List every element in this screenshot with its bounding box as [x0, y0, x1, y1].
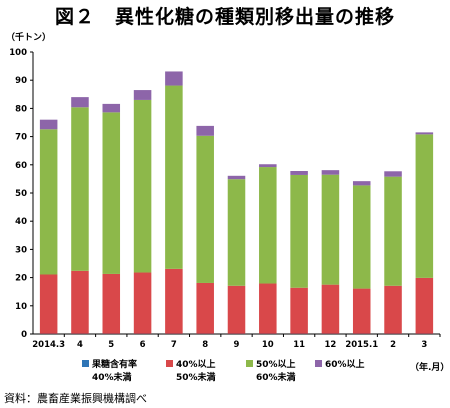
bar-segment-3 [384, 176, 402, 286]
y-tick-label: 10 [15, 302, 27, 312]
x-tick-label: 6 [140, 340, 146, 350]
bar-segment-4 [196, 125, 214, 136]
x-tick-label: 9 [234, 340, 240, 350]
bar-segment-3 [415, 134, 434, 278]
legend-item-over-60: 60%以上 [315, 359, 365, 372]
x-tick-label: 10 [262, 340, 274, 350]
bar-segment-3 [102, 112, 121, 274]
page-title: 図２ 異性化糖の種類別移出量の推移 [54, 6, 395, 28]
bar-segment-2 [71, 270, 89, 334]
legend-item-40-50: 40%以上 50%未満 [166, 359, 216, 385]
bar-segment-4 [165, 71, 183, 86]
x-tick-label: 2015.1 [345, 340, 378, 350]
legend-label-50-60-line2: 60%未満 [256, 373, 296, 383]
bar-segment-4 [71, 97, 89, 108]
legend-item-under-40: 果糖含有率 40%未満 [82, 359, 137, 385]
bar-segment-3 [71, 107, 89, 271]
y-tick-label: 30 [15, 245, 27, 255]
bar-segment-4 [102, 103, 121, 113]
x-tick-label: 12 [325, 340, 337, 350]
x-tick-label: 4 [77, 340, 83, 350]
x-tick-label: 11 [293, 340, 305, 350]
legend-swatch-over-60 [315, 360, 322, 367]
y-tick-label: 100 [9, 48, 27, 58]
bar-segment-2 [321, 284, 340, 334]
source-note: 資料：農畜産業振興機構調べ [4, 392, 147, 405]
y-tick-label: 40 [15, 217, 27, 227]
bar-segment-4 [415, 132, 434, 135]
bar-segment-4 [384, 171, 402, 177]
x-axis-unit-label: （年.月） [410, 363, 450, 373]
bar-segment-2 [290, 287, 308, 334]
legend-label-under-40: 果糖含有率 [92, 360, 138, 370]
bar-segment-4 [290, 171, 308, 175]
legend-label-50-60: 50%以上 [256, 360, 296, 370]
y-tick-label: 0 [21, 330, 27, 340]
bar-segment-4 [133, 90, 152, 100]
bar-segment-2 [196, 282, 214, 334]
bar-segment-3 [290, 174, 308, 288]
legend-swatch-50-60 [246, 360, 253, 367]
x-tick-label: 5 [108, 340, 114, 350]
bar-segment-3 [352, 185, 371, 289]
bar-segment-2 [415, 277, 434, 334]
legend-label-over-60: 60%以上 [325, 360, 365, 370]
y-tick-label: 80 [15, 104, 27, 114]
x-tick-label: 8 [202, 340, 208, 350]
x-tick-label: 3 [421, 340, 427, 350]
x-tick-label: 2014.3 [32, 340, 65, 350]
bar-segment-2 [133, 272, 152, 334]
y-tick-label: 90 [15, 76, 27, 86]
x-tick-label: 7 [171, 340, 177, 350]
legend-item-50-60: 50%以上 60%未満 [246, 359, 296, 385]
bar-segment-3 [227, 179, 246, 286]
legend-swatch-40-50 [166, 360, 173, 367]
bar-segment-4 [321, 170, 340, 175]
x-tick-label: 2 [390, 340, 396, 350]
y-tick-label: 50 [15, 189, 27, 199]
legend-label-under-40-line2: 40%未満 [92, 373, 132, 383]
y-axis-unit-label: （千トン） [6, 33, 52, 43]
bar-segment-2 [165, 268, 183, 334]
bar-segment-3 [39, 129, 58, 275]
bar-segment-4 [259, 164, 277, 168]
bar-segment-3 [165, 85, 183, 269]
bar-segment-4 [227, 175, 246, 180]
y-tick-label: 70 [15, 133, 27, 143]
legend-label-40-50-line2: 50%未満 [176, 373, 216, 383]
bar-segment-3 [133, 99, 152, 273]
bar-segment-2 [39, 274, 58, 334]
bar-segment-3 [196, 135, 214, 283]
y-tick-label: 20 [15, 274, 27, 284]
bar-segment-2 [352, 288, 371, 334]
bar-segment-2 [227, 285, 246, 334]
bar-segment-4 [352, 181, 371, 186]
bar-segment-4 [39, 119, 58, 130]
bar-segment-3 [321, 174, 340, 285]
legend-label-40-50: 40%以上 [176, 360, 216, 370]
y-tick-label: 60 [15, 161, 27, 171]
bar-segment-2 [102, 273, 121, 334]
legend-swatch-under-40 [82, 360, 89, 367]
bar-segment-2 [259, 283, 277, 334]
bar-segment-3 [259, 167, 277, 284]
bar-segment-2 [384, 285, 402, 334]
